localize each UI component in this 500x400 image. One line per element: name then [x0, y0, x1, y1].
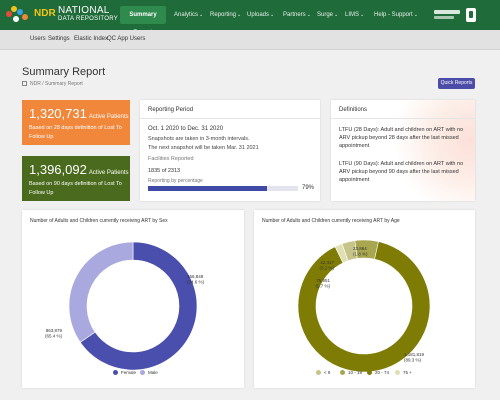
stat-card-90-days: 1,396,092 Active Patients Based on 90 day… — [22, 156, 130, 201]
legend-label: 10 - 19 — [348, 370, 363, 375]
facilities-reported-value: 1835 of 2313 — [148, 168, 181, 174]
legend-label: Male — [148, 370, 158, 375]
chevron-down-icon: ⌄ — [237, 12, 242, 18]
chevron-down-icon: ⌄ — [270, 12, 275, 18]
stat-card-28-days: 1,320,731 Active Patients Based on 28 day… — [22, 100, 130, 145]
page-title: Summary Report — [22, 66, 106, 78]
art-by-sex-donut-chart: 863,879 (65.4 %) 456,848 (34.6 %) — [45, 241, 205, 371]
data-label: 75,951 (5.7 %) — [315, 278, 330, 289]
subnav-users[interactable]: Users — [30, 36, 46, 42]
legend-item[interactable]: Male — [140, 370, 158, 376]
chart-title: Number of Adults and Children currently … — [30, 218, 168, 224]
reporting-period-note: Snapshots are taken in 3-month intervals… — [148, 136, 250, 142]
reporting-progress-fill — [148, 186, 267, 191]
legend-label: < 9 — [324, 370, 331, 375]
nav-analytics[interactable]: Analytics⌄ — [174, 12, 204, 18]
definition-ltfu-90: LTFU (90 Days): Adult and children on AR… — [339, 160, 465, 184]
stat-label: Active Patients — [88, 114, 129, 120]
subnav-qc-app-users[interactable]: QC App Users — [107, 36, 146, 42]
legend-marker-icon — [395, 370, 400, 376]
quick-reports-button[interactable]: Quick Reports — [438, 78, 475, 89]
stat-description: Based on 90 days definition of Lost To F… — [29, 181, 122, 196]
legend-item[interactable]: Female — [113, 370, 137, 376]
stat-description: Based on 28 days definition of Lost To F… — [29, 125, 122, 140]
ndr-logo-icon[interactable] — [6, 5, 30, 25]
art-by-age-donut-chart: 42,417 (3.2 %) 75,951 (5.7 %) 1,181,819 (89.3… — [297, 239, 431, 373]
data-label: 1,181,819 (89.3 %) — [404, 352, 425, 363]
stat-label: Active Patients — [88, 170, 129, 176]
legend-marker-icon — [316, 370, 321, 376]
breadcrumb-summary: Summary Report — [45, 81, 83, 87]
data-label: 456,848 (34.6 %) — [187, 274, 205, 285]
nav-help-support[interactable]: Help - Support⌄ — [374, 12, 418, 18]
brand-short[interactable]: NDR — [34, 8, 56, 19]
chevron-down-icon: ⌄ — [306, 12, 311, 18]
legend-marker-icon — [113, 370, 118, 376]
nav-surge[interactable]: Surge⌄ — [317, 12, 339, 18]
chevron-down-icon: ⌄ — [360, 12, 365, 18]
data-label: 23,864 (1.8 %) — [353, 246, 368, 257]
user-role — [434, 16, 454, 19]
top-navbar: NDR NATIONAL DATA REPOSITORY Summary Rep… — [0, 0, 500, 36]
donut-slice-female[interactable] — [79, 241, 198, 371]
art-by-sex-card: Number of Adults and Children currently … — [22, 210, 244, 388]
sub-navbar: Users Settings Elastic Index QC App User… — [0, 30, 500, 50]
reporting-percentage-label: Reporting by percentage — [148, 178, 203, 184]
nav-uploads[interactable]: Uploads⌄ — [247, 12, 275, 18]
divider — [140, 118, 320, 119]
subnav-elastic-index[interactable]: Elastic Index — [74, 36, 109, 42]
legend-marker-icon — [340, 370, 345, 376]
definition-text: Adult and children on ART with no ARV pi… — [339, 127, 464, 149]
chevron-down-icon: ⌄ — [413, 12, 418, 18]
breadcrumb-separator: / — [42, 81, 46, 87]
definition-term: LTFU (28 Days): — [339, 127, 380, 133]
art-by-age-card: Number of Adults and Children currently … — [254, 210, 475, 388]
definition-ltfu-28: LTFU (28 Days): Adult and children on AR… — [339, 126, 465, 150]
legend-item[interactable]: 75 + — [395, 370, 412, 376]
user-name[interactable] — [434, 10, 460, 14]
legend-label: 20 - 74 — [375, 370, 390, 375]
nav-lims[interactable]: LIMS⌄ — [345, 12, 365, 18]
definitions-card: Definitions LTFU (28 Days): Adult and ch… — [331, 100, 475, 201]
legend-marker-icon — [140, 370, 145, 376]
data-label: 42,417 (3.2 %) — [319, 260, 334, 271]
nav-partners[interactable]: Partners⌄ — [283, 12, 311, 18]
legend-item[interactable]: < 9 — [316, 370, 331, 376]
divider — [331, 118, 475, 119]
definition-term: LTFU (90 Days): — [339, 161, 380, 167]
breadcrumb: NDR / Summary Report — [22, 81, 83, 87]
facilities-reported-label: Facilities Reported — [148, 156, 194, 162]
stat-value: 1,320,731 — [29, 106, 87, 121]
nav-summary-report[interactable]: Summary Report — [120, 6, 166, 36]
legend-item[interactable]: 20 - 74 — [367, 370, 390, 376]
reporting-period-card: Reporting Period Oct. 1 2020 to Dec. 31 … — [140, 100, 320, 201]
donut-slice-male[interactable] — [68, 241, 134, 343]
home-icon[interactable] — [22, 81, 27, 87]
chevron-down-icon: ⌄ — [334, 12, 339, 18]
legend-label: 75 + — [403, 370, 412, 375]
data-label: 863,879 (65.4 %) — [45, 328, 63, 339]
decorative-background — [387, 100, 475, 201]
reporting-period-range: Oct. 1 2020 to Dec. 31 2020 — [148, 126, 224, 132]
chevron-down-icon: ⌄ — [199, 12, 204, 18]
legend-marker-icon — [367, 370, 372, 376]
brand-title: NATIONAL — [58, 5, 110, 16]
reporting-percentage-value: 79% — [302, 185, 315, 191]
next-snapshot-note: The next snapshot will be taken Mar. 31 … — [148, 145, 259, 151]
breadcrumb-ndr[interactable]: NDR — [30, 81, 41, 87]
stat-value: 1,396,092 — [29, 162, 87, 177]
reporting-period-heading: Reporting Period — [148, 107, 194, 113]
definition-text: Adult and children on ART with no ARV pi… — [339, 161, 464, 183]
donut-slice-75[interactable] — [334, 243, 349, 264]
brand-subtitle: DATA REPOSITORY — [58, 16, 119, 22]
reporting-progress-bar — [148, 186, 298, 191]
legend-label: Female — [121, 370, 137, 375]
donut-slice-20-74[interactable] — [297, 241, 431, 373]
chart-title: Number of Adults and Children currently … — [262, 218, 400, 224]
user-avatar-icon[interactable] — [466, 8, 476, 22]
definitions-heading: Definitions — [339, 107, 368, 113]
legend-item[interactable]: 10 - 19 — [340, 370, 363, 376]
nav-reporting[interactable]: Reporting⌄ — [210, 12, 242, 18]
subnav-settings[interactable]: Settings — [48, 36, 70, 42]
